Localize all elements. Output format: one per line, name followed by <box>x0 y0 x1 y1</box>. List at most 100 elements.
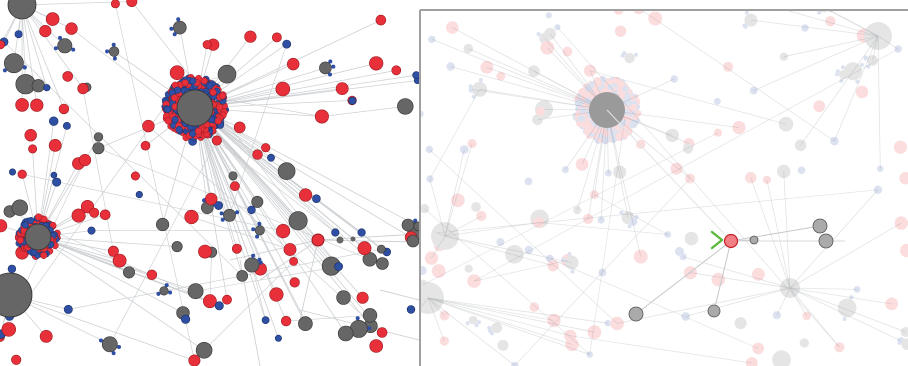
node <box>277 162 296 180</box>
cluster-node <box>594 81 602 89</box>
hub-node <box>176 89 214 127</box>
node <box>867 55 878 66</box>
node <box>11 354 22 365</box>
cluster-node <box>633 117 640 124</box>
node <box>267 153 275 162</box>
cluster-node <box>593 134 600 142</box>
cluster-node <box>594 77 601 84</box>
node <box>471 202 481 212</box>
cluster-node <box>580 120 588 128</box>
node <box>752 267 765 281</box>
node <box>101 336 118 353</box>
cluster-node <box>579 102 587 109</box>
node <box>505 245 524 264</box>
cluster-node <box>602 136 609 143</box>
cluster-node <box>619 91 627 99</box>
node <box>87 226 96 235</box>
cluster-node <box>576 118 583 126</box>
cluster-node <box>610 82 618 90</box>
cluster-node <box>587 120 594 127</box>
cluster-node <box>591 132 598 139</box>
edge <box>682 256 791 289</box>
cluster-node <box>597 131 604 138</box>
edge <box>538 222 668 235</box>
cluster-node <box>607 80 614 88</box>
cluster-node <box>613 126 621 133</box>
cluster-node <box>583 121 590 128</box>
node <box>540 40 555 55</box>
satellite-node <box>58 35 62 40</box>
cluster-node <box>577 92 584 100</box>
cluster-node <box>617 80 624 87</box>
node <box>877 165 884 172</box>
node <box>480 60 494 74</box>
cluster-node <box>624 96 631 104</box>
cluster-node <box>592 133 599 141</box>
cluster-node <box>578 88 585 96</box>
node <box>468 86 476 93</box>
cluster-node <box>604 80 612 87</box>
edge <box>299 239 319 321</box>
cluster-node <box>580 107 588 114</box>
node <box>900 327 908 337</box>
cluster-node <box>599 129 606 136</box>
cluster-node <box>576 100 583 107</box>
cluster-node <box>574 113 582 121</box>
node <box>802 311 811 321</box>
neighbor-node <box>749 235 759 245</box>
node <box>446 21 459 34</box>
node <box>524 245 534 255</box>
edge <box>789 222 902 289</box>
edge <box>194 107 383 333</box>
cluster-node <box>579 118 587 125</box>
node <box>173 20 187 35</box>
node <box>3 53 24 74</box>
cluster-node <box>615 88 623 96</box>
edge <box>115 3 195 361</box>
cluster-node <box>582 102 589 110</box>
cluster-node <box>595 81 602 89</box>
node <box>799 338 809 348</box>
cluster-node <box>584 85 592 92</box>
node <box>873 33 882 43</box>
cluster-node <box>575 94 582 101</box>
cluster-node <box>609 85 616 93</box>
edge <box>37 236 178 247</box>
hub-node <box>864 22 892 50</box>
node <box>544 27 556 40</box>
cluster-node <box>576 98 584 105</box>
edge <box>436 189 879 234</box>
edge <box>229 239 319 261</box>
cluster-node <box>626 108 633 115</box>
satellite-node <box>548 30 552 35</box>
node <box>554 24 561 31</box>
node <box>745 357 758 366</box>
satellite-node <box>634 215 639 219</box>
cluster-node <box>572 112 580 119</box>
cluster-node <box>582 106 590 114</box>
cluster-node <box>164 105 172 113</box>
cluster-node <box>578 109 585 116</box>
edge <box>379 289 419 301</box>
cluster-node <box>584 84 591 91</box>
cluster-node <box>625 98 632 105</box>
node <box>535 106 545 116</box>
node <box>126 0 138 7</box>
zoomed-panel-frame <box>419 9 908 366</box>
cluster-node <box>626 106 633 113</box>
cluster-node <box>596 83 603 91</box>
cluster-node <box>629 121 636 129</box>
node <box>413 221 419 232</box>
cluster-node <box>578 96 585 103</box>
node <box>764 2 770 8</box>
cluster-node <box>629 121 637 128</box>
satellite-node <box>859 62 864 67</box>
highlight-edge <box>635 240 732 315</box>
node <box>184 209 199 225</box>
edge <box>474 259 568 282</box>
node <box>376 257 389 270</box>
edge <box>194 107 371 260</box>
node <box>749 86 758 95</box>
edge <box>444 149 465 237</box>
cluster-node <box>594 137 602 144</box>
